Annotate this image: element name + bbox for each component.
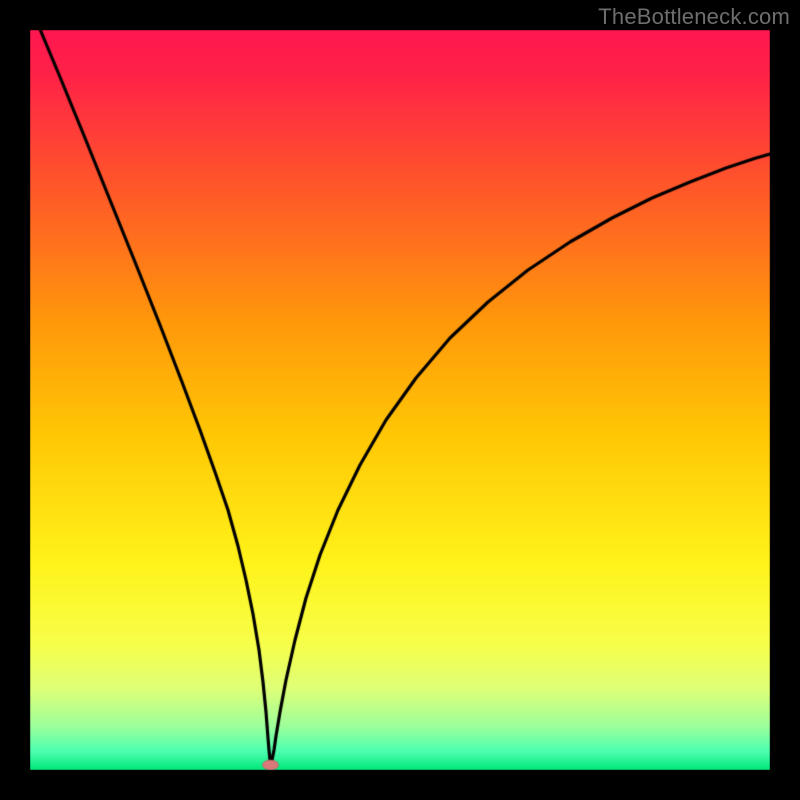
curve-canvas (0, 0, 800, 800)
watermark-text: TheBottleneck.com (598, 4, 790, 30)
chart-stage: TheBottleneck.com (0, 0, 800, 800)
